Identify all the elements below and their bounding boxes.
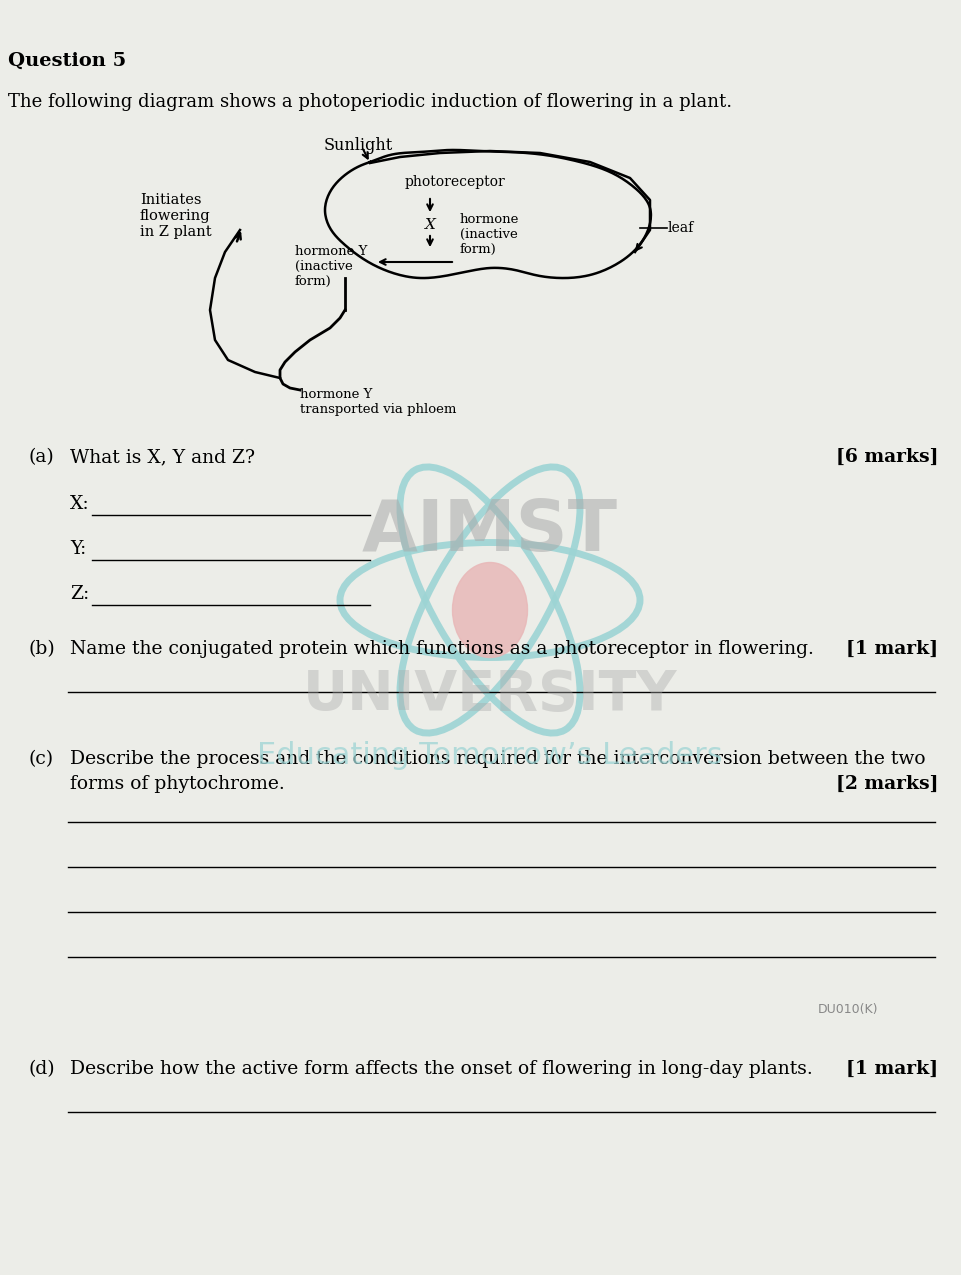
- Text: hormone Y
transported via phloem: hormone Y transported via phloem: [300, 388, 456, 416]
- Text: Initiates
flowering
in Z plant: Initiates flowering in Z plant: [140, 193, 211, 240]
- Text: (d): (d): [28, 1060, 55, 1077]
- Text: photoreceptor: photoreceptor: [405, 175, 505, 189]
- Text: forms of phytochrome.: forms of phytochrome.: [70, 775, 284, 793]
- Text: The following diagram shows a photoperiodic induction of flowering in a plant.: The following diagram shows a photoperio…: [8, 93, 732, 111]
- Ellipse shape: [453, 562, 528, 658]
- Text: Y:: Y:: [70, 541, 86, 558]
- Text: (c): (c): [28, 750, 53, 768]
- Text: AIMST: AIMST: [362, 497, 618, 566]
- Text: UNIVERSITY: UNIVERSITY: [303, 668, 678, 722]
- Text: X:: X:: [70, 495, 89, 513]
- Text: Describe how the active form affects the onset of flowering in long-day plants.: Describe how the active form affects the…: [70, 1060, 813, 1077]
- Text: What is X, Y and Z?: What is X, Y and Z?: [70, 448, 255, 465]
- Text: Sunlight: Sunlight: [323, 136, 393, 154]
- Text: hormone Y
(inactive
form): hormone Y (inactive form): [295, 245, 367, 288]
- Text: (a): (a): [28, 448, 54, 465]
- Text: hormone
(inactive
form): hormone (inactive form): [460, 213, 519, 256]
- Text: leaf: leaf: [668, 221, 694, 235]
- Text: [1 mark]: [1 mark]: [846, 1060, 938, 1077]
- Text: X: X: [425, 218, 436, 232]
- Text: [1 mark]: [1 mark]: [846, 640, 938, 658]
- Text: Describe the process and the conditions required for the interconversion between: Describe the process and the conditions …: [70, 750, 925, 768]
- Text: Educating Tomorrow’s Leaders: Educating Tomorrow’s Leaders: [258, 741, 723, 770]
- Text: Z:: Z:: [70, 585, 89, 603]
- Text: Name the conjugated protein which functions as a photoreceptor in flowering.: Name the conjugated protein which functi…: [70, 640, 814, 658]
- Text: DU010(K): DU010(K): [818, 1003, 878, 1016]
- Text: (b): (b): [28, 640, 55, 658]
- Text: [2 marks]: [2 marks]: [835, 775, 938, 793]
- Text: [6 marks]: [6 marks]: [835, 448, 938, 465]
- Text: Question 5: Question 5: [8, 52, 126, 70]
